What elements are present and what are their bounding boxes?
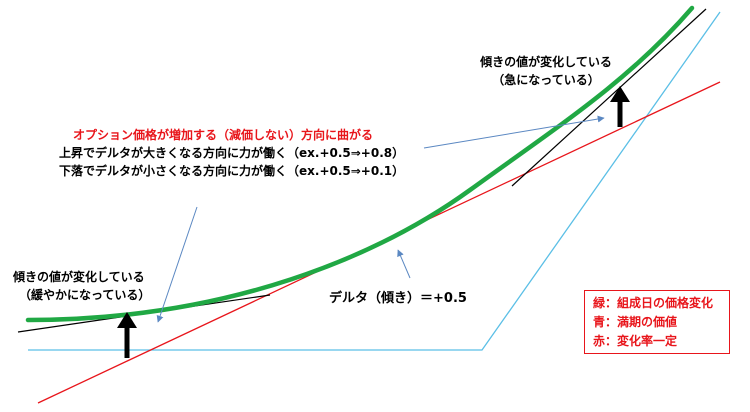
legend-blue: 青：満期の価値 xyxy=(593,315,678,329)
inception-price-curve xyxy=(25,5,695,323)
legend: 緑：組成日の価格変化 青：満期の価値 赤：変化率一定 xyxy=(584,290,730,354)
expiry-value-line xyxy=(28,11,721,351)
legend-green: 緑：組成日の価格変化 xyxy=(593,296,714,310)
gentle-slope-line1: 傾きの値が変化している xyxy=(13,270,145,284)
steep-slope-label: 傾きの値が変化している （急になっている） xyxy=(466,53,626,89)
pointer-to-delta-line xyxy=(397,249,411,279)
bend-explanation-title: オプション価格が増加する（減価しない）方向に曲がる xyxy=(73,128,374,142)
legend-red: 赤：変化率一定 xyxy=(593,334,678,348)
delta-label: デルタ（傾き）＝+0.5 xyxy=(329,291,467,306)
gentle-slope-line2: （緩やかになっている） xyxy=(19,288,151,302)
up-arrow-right xyxy=(610,86,630,127)
gentle-slope-label: 傾きの値が変化している （緩やかになっている） xyxy=(13,268,150,304)
steep-slope-line2: （急になっている） xyxy=(492,73,600,87)
steep-slope-line1: 傾きの値が変化している xyxy=(480,55,612,69)
tangent-line-right xyxy=(511,8,707,187)
up-arrow-left xyxy=(117,312,137,358)
pointer-to-left-bend xyxy=(156,206,198,323)
bend-explanation-down: 下落でデルタが小さくなる方向に力が働く（ex.+0.5⇒+0.1） xyxy=(59,164,405,178)
bend-explanation: オプション価格が増加する（減価しない）方向に曲がる 上昇でデルタが大きくなる方向… xyxy=(59,126,404,180)
bend-explanation-up: 上昇でデルタが大きくなる方向に力が働く（ex.+0.5⇒+0.8） xyxy=(59,146,405,160)
pointer-to-right-bend xyxy=(423,115,605,149)
